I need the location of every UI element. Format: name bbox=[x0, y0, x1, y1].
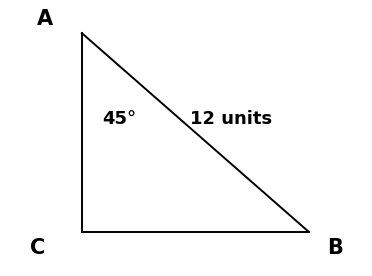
Text: A: A bbox=[36, 9, 53, 29]
Text: C: C bbox=[30, 238, 45, 258]
Text: 45°: 45° bbox=[102, 110, 136, 128]
Text: 12 units: 12 units bbox=[190, 110, 272, 128]
Text: B: B bbox=[327, 238, 343, 258]
